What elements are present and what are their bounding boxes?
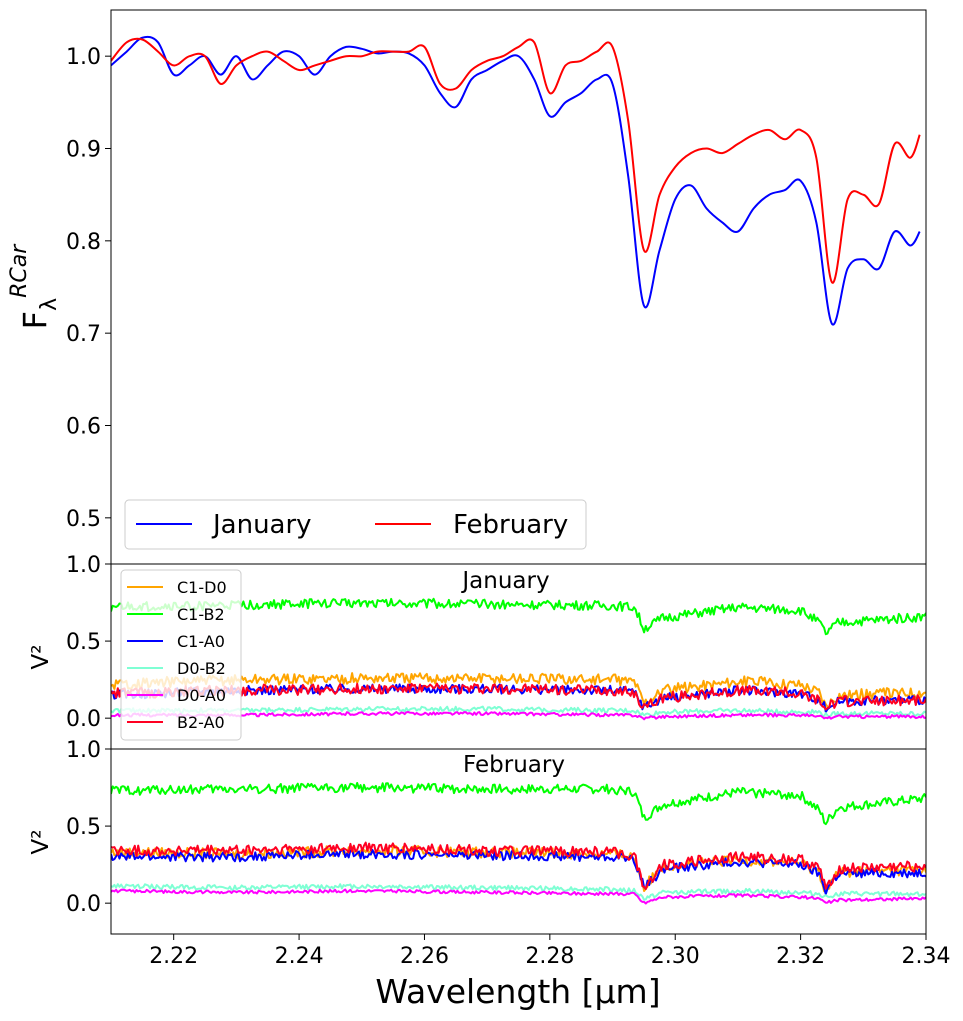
vis2-series-b2-a0 [111,841,926,890]
vis2-series-d0-a0 [111,888,926,905]
legend-label-b2-a0: B2-A0 [177,713,225,732]
legend-label-january: January [211,510,312,540]
y-tick-label: 0.7 [66,322,101,347]
x-tick-label: 2.32 [776,944,825,969]
x-tick-label: 2.26 [400,944,449,969]
y-tick-label: 0.5 [66,630,101,655]
vis2-legend-box [120,569,242,741]
vis2-series-c1-d0 [111,672,926,709]
vis2-series-c1-b2 [111,782,926,826]
vis2-january-title: January [460,568,549,594]
x-tick-label: 2.22 [149,944,198,969]
y-tick-label: 0.5 [66,507,101,532]
flux-legend: January February [124,499,587,550]
vis2-february-axes-frame [110,748,927,935]
y-tick-label: 0.5 [66,815,101,840]
x-tick-label: 2.28 [525,944,574,969]
flux-series-january [111,35,921,326]
y-tick-label: 0.8 [66,230,101,255]
vis2-series-d0-b2 [111,705,926,718]
legend-label-c1-b2: C1-B2 [177,605,225,624]
vis2-january-panel: 0.0 0.5 1.0 January V² C1-D0 C1-B2 C1-A0 D… [28,553,927,750]
vis2-series-d0-b2 [111,883,926,901]
vis2-january-ylabel: V² [28,645,54,670]
y-tick-label: 1.0 [66,45,101,70]
vis2-series-d0-a0 [111,711,926,721]
vis2-legend: C1-D0 C1-B2 C1-A0 D0-B2 D0-A0 B2-A0 [120,569,242,741]
legend-label-d0-a0: D0-A0 [177,686,226,705]
flux-series-february [111,37,921,284]
legend-label-c1-d0: C1-D0 [177,578,227,597]
y-tick-label: 0.0 [66,707,101,732]
legend-label-february: February [453,510,568,540]
x-tick-label: 2.24 [275,944,324,969]
flux-panel: 0.5 0.6 0.7 0.8 0.9 1.0 FλRCar January Februa… [7,9,927,565]
vis2-series-b2-a0 [111,682,926,711]
vis2-february-ylabel: V² [28,830,54,855]
y-tick-label: 0.0 [66,892,101,917]
vis2-february-panel: 0.0 0.5 1.0 2.22 2.24 2.26 2.28 2.30 2.32 2.34 F… [28,738,950,1011]
x-tick-label: 2.34 [902,944,951,969]
y-tick-label: 1.0 [66,738,101,763]
flux-legend-box [124,499,587,550]
y-tick-label: 0.9 [66,138,101,163]
legend-label-d0-b2: D0-B2 [177,659,226,678]
legend-label-c1-a0: C1-A0 [177,632,225,651]
y-tick-label: 0.6 [66,415,101,440]
y-tick-label: 1.0 [66,553,101,578]
x-tick-label: 2.30 [651,944,700,969]
vis2-series-c1-b2 [111,597,926,636]
x-axis-label: Wavelength [μm] [375,972,660,1011]
vis2-february-title: February [463,752,565,778]
flux-ylabel: FλRCar [7,243,62,330]
